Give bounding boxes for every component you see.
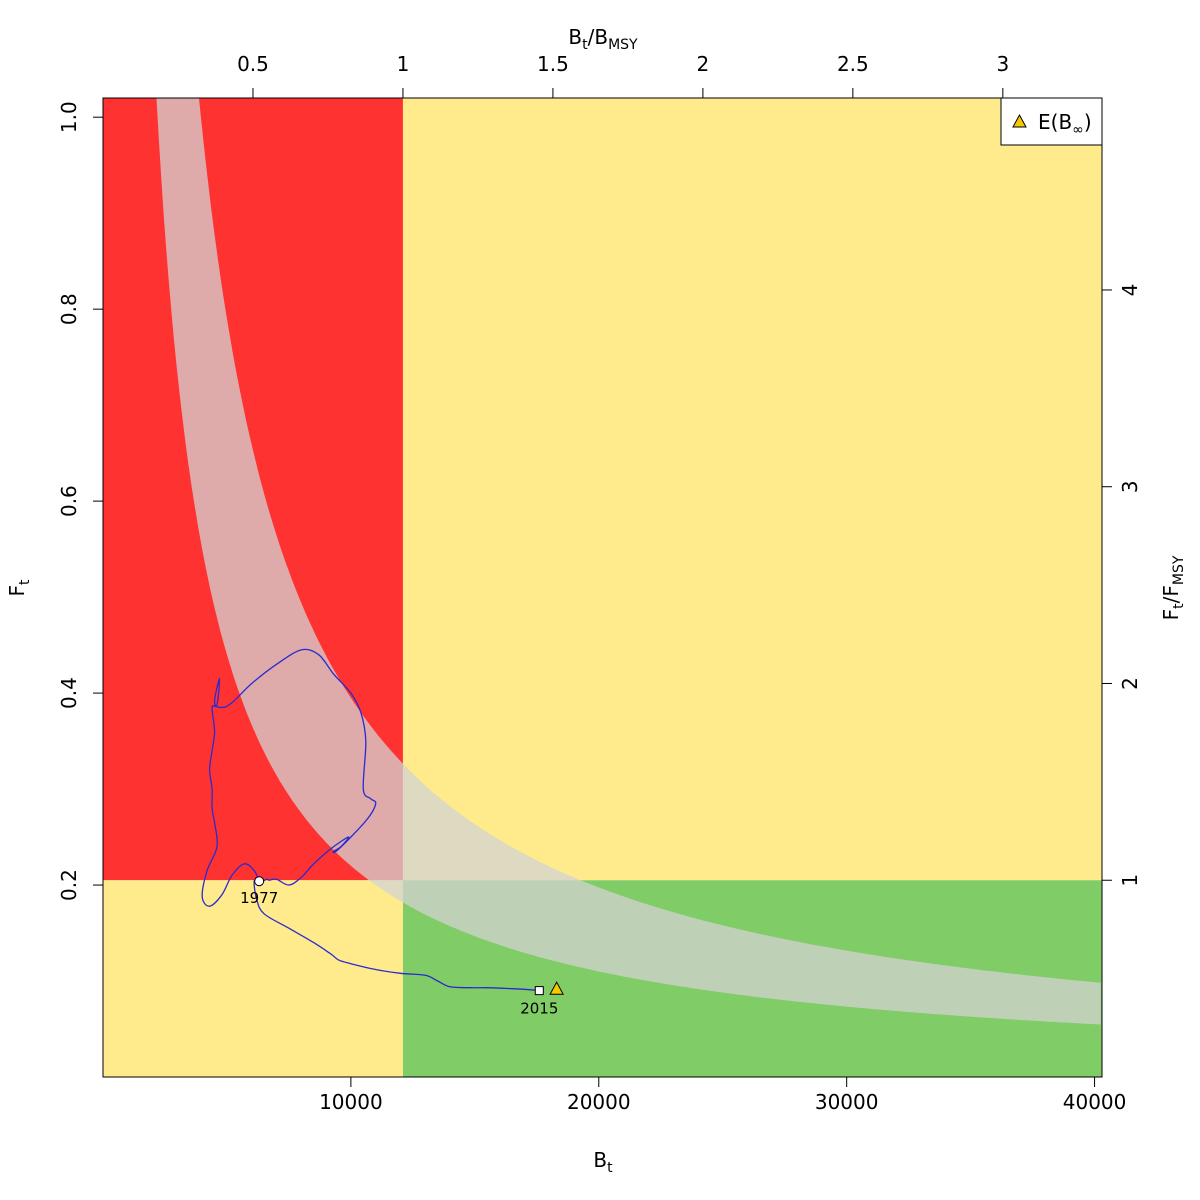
- x-tick-label: 10000: [319, 1090, 383, 1114]
- zone-overfished: [103, 880, 403, 1077]
- x-tick-label: 30000: [815, 1090, 879, 1114]
- top-tick-label: 0.5: [237, 52, 269, 76]
- msy-band-area: [156, 98, 1101, 1025]
- x-tick-label: 20000: [567, 1090, 631, 1114]
- right-axis-title: Ft/FMSY: [1159, 555, 1187, 620]
- right-tick-label: 3: [1118, 480, 1142, 493]
- top-tick-label: 3: [996, 52, 1009, 76]
- status-zones: [103, 98, 1102, 1077]
- legend-triangle-icon: [1012, 113, 1027, 128]
- legend-label: E(B∞): [1038, 110, 1092, 138]
- y-tick-label: 0.6: [57, 485, 81, 517]
- top-tick-label: 1: [397, 52, 410, 76]
- end-year-label: 2015: [520, 1000, 558, 1018]
- y-tick-label: 0.2: [57, 869, 81, 901]
- y-axis-title: Ft: [5, 579, 33, 597]
- top-axis-title: Bt/BMSY: [568, 25, 638, 53]
- trajectory-line: [201, 648, 540, 992]
- trajectory-layer: [201, 648, 564, 996]
- top-tick-label: 2: [697, 52, 710, 76]
- x-axis-title: Bt: [593, 1148, 613, 1176]
- x-tick-label: 40000: [1063, 1090, 1127, 1114]
- start-point-circle: [254, 876, 265, 887]
- y-tick-label: 1.0: [57, 101, 81, 133]
- right-tick-label: 4: [1118, 284, 1142, 297]
- start-year-label: 1977: [240, 889, 278, 907]
- end-point-square: [534, 986, 544, 996]
- right-tick-label: 1: [1118, 874, 1142, 887]
- zone-overfishing: [402, 98, 1102, 881]
- legend-box: [1000, 97, 1103, 146]
- legend: E(B∞): [1000, 97, 1103, 146]
- equilibrium-triangle: [549, 981, 564, 995]
- y-tick-label: 0.4: [57, 677, 81, 709]
- top-tick-label: 2.5: [837, 52, 869, 76]
- plot-frame: [102, 97, 1103, 1078]
- top-tick-label: 1.5: [537, 52, 569, 76]
- right-tick-label: 2: [1118, 677, 1142, 690]
- axes: 10000 20000 30000 40000 0.2 0.4 0.6 0.8 1.0 0.5 1 1…: [57, 52, 1142, 1114]
- y-tick-label: 0.8: [57, 293, 81, 325]
- msy-band: [156, 98, 1101, 1025]
